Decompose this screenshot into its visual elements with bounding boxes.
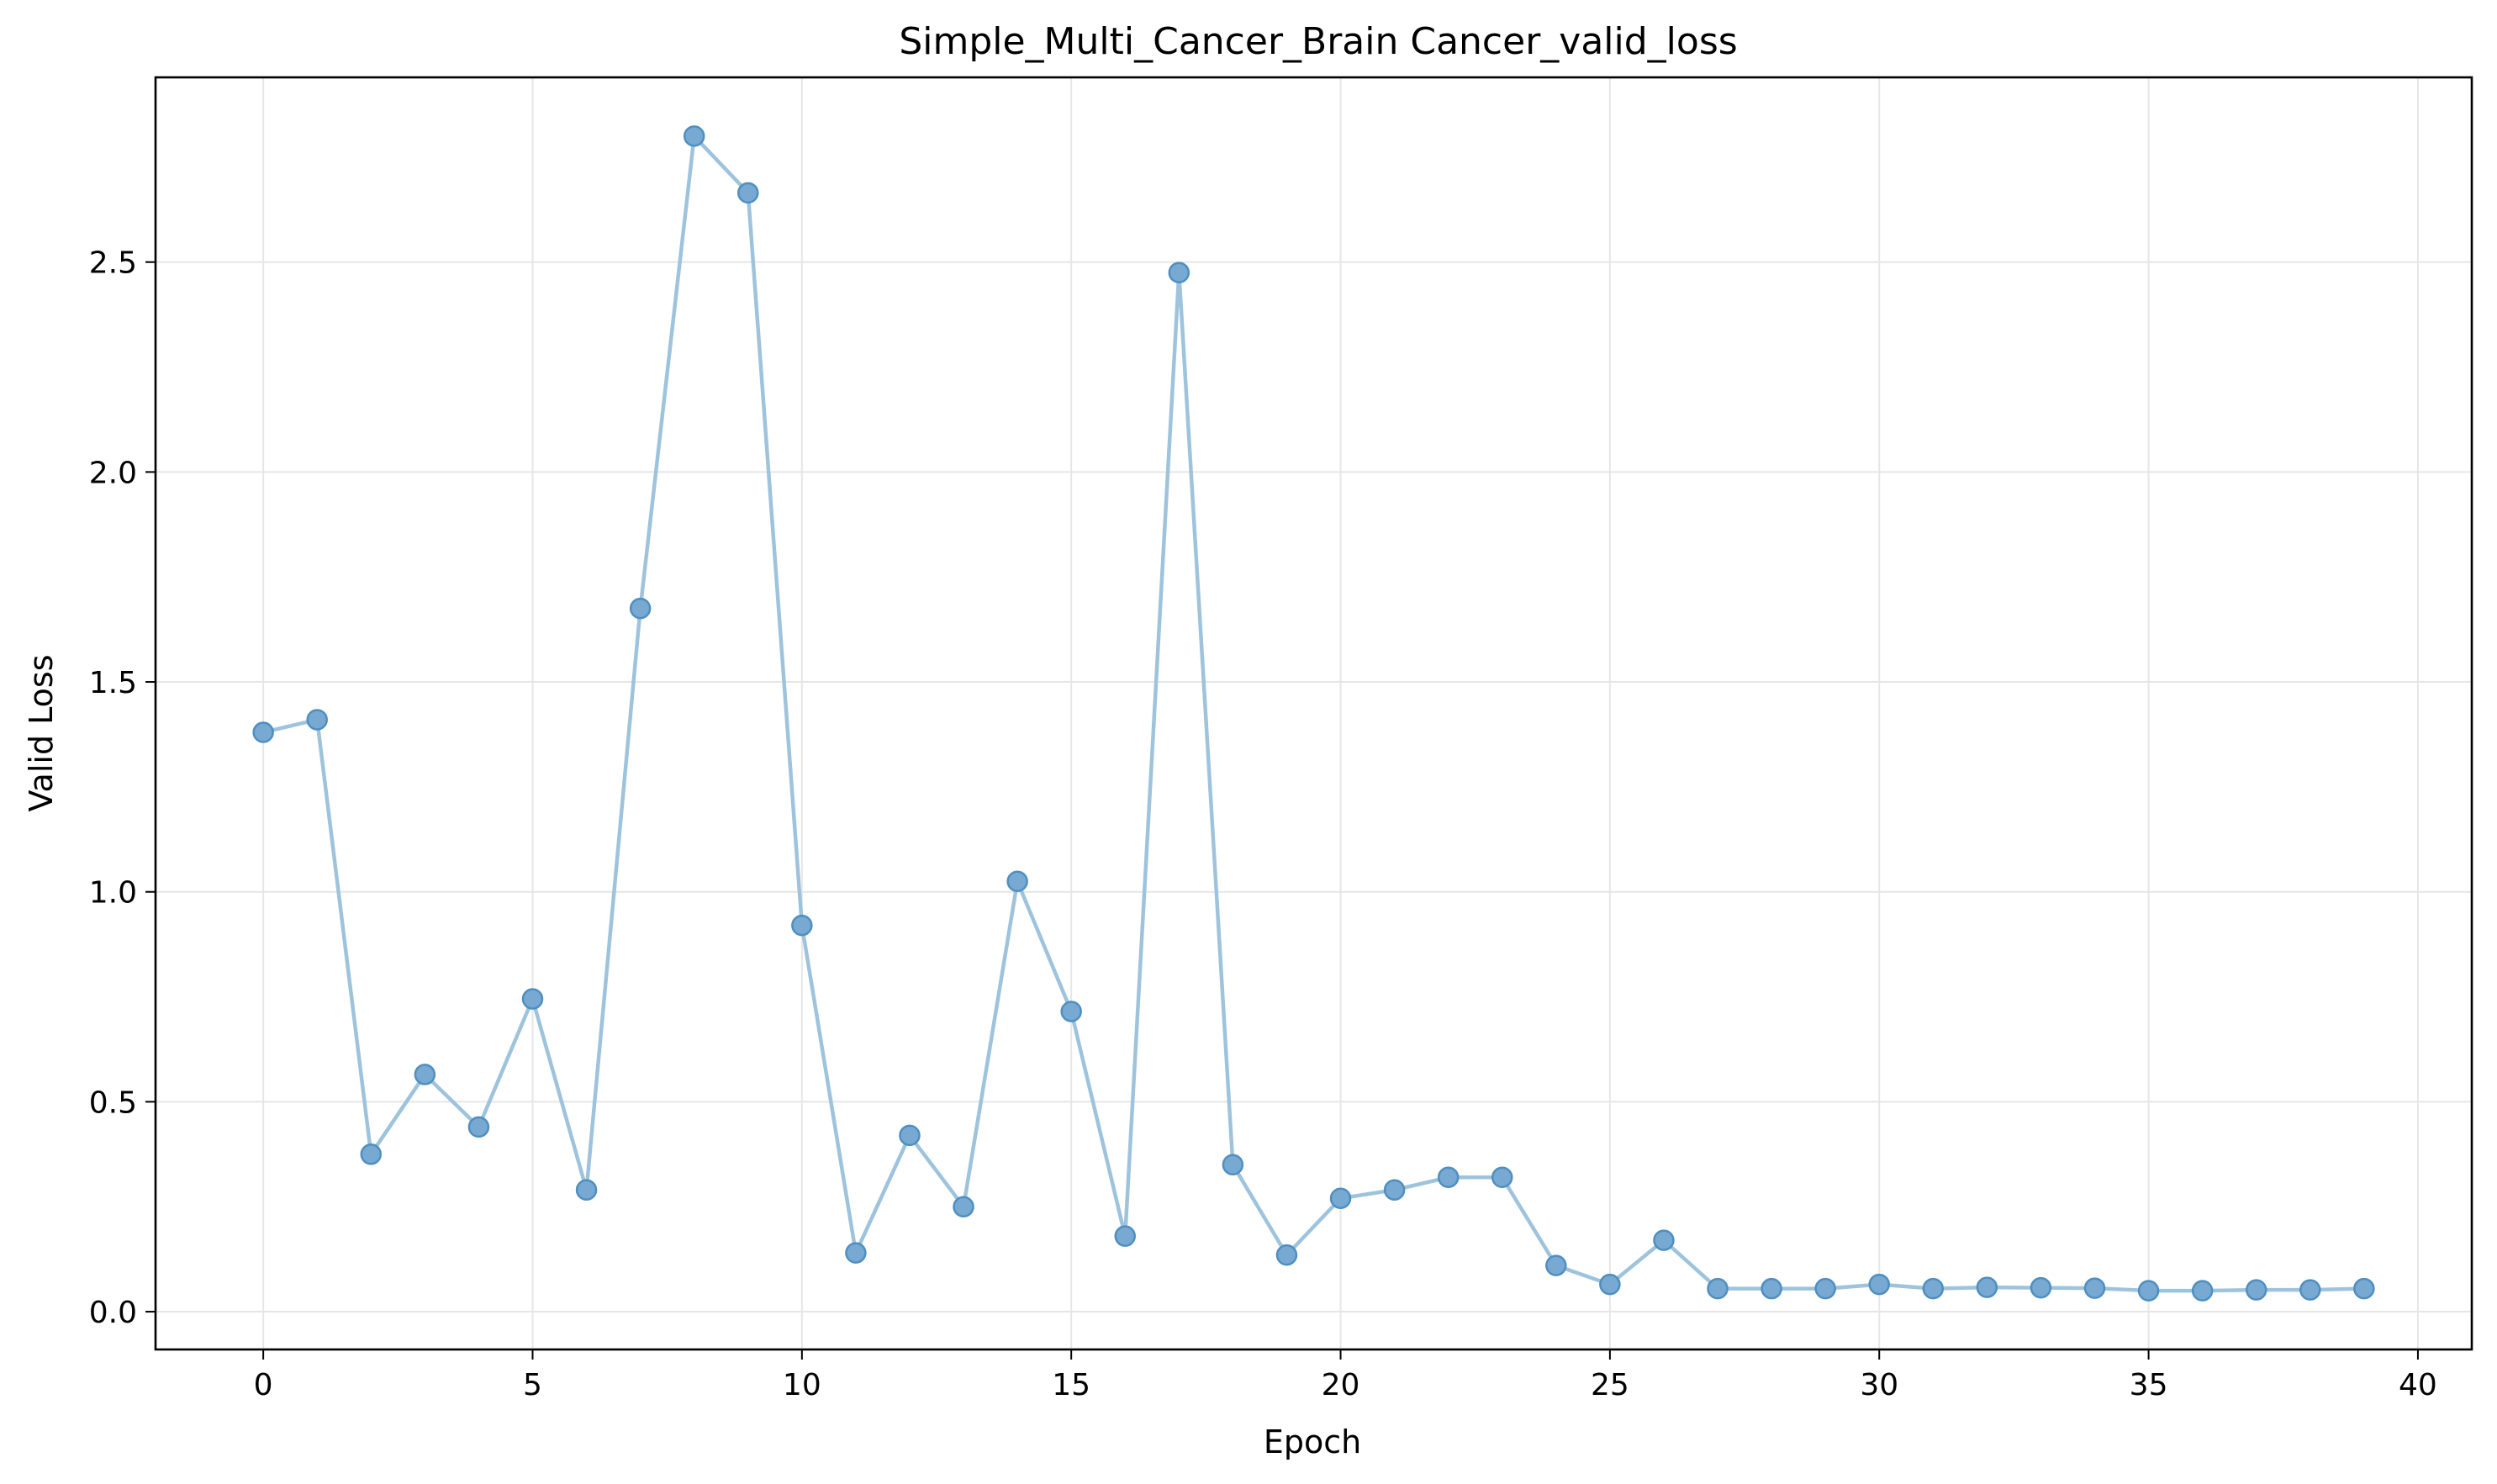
x-axis: 0 5 10 15 20 25 30 35 40 <box>254 1349 2437 1402</box>
y-tick-label: 0.0 <box>89 1296 137 1330</box>
data-point <box>1383 1179 1406 1201</box>
x-tick-label: 30 <box>1860 1368 1898 1402</box>
data-point <box>414 1064 436 1085</box>
series-line <box>261 134 2367 1293</box>
plot-frame <box>154 76 2473 1351</box>
y-axis-label: Valid Loss <box>23 655 60 812</box>
data-point <box>2083 1277 2106 1299</box>
data-point <box>252 721 274 743</box>
x-tick-label: 5 <box>523 1368 542 1402</box>
data-point <box>1761 1277 1782 1300</box>
data-point <box>1275 1244 1298 1266</box>
data-point <box>2191 1280 2214 1302</box>
x-tick-label: 40 <box>2399 1368 2437 1402</box>
data-point <box>1653 1229 1675 1251</box>
data-point <box>2353 1277 2375 1300</box>
data-point <box>1976 1276 1998 1298</box>
data-point <box>845 1242 867 1264</box>
y-tick-label: 1.5 <box>89 666 137 700</box>
data-point <box>1114 1225 1137 1247</box>
data-point <box>2030 1276 2052 1299</box>
y-tick-label: 2.0 <box>89 456 137 490</box>
data-point <box>1491 1166 1513 1189</box>
x-tick-label: 10 <box>783 1368 821 1402</box>
data-point <box>1437 1166 1460 1189</box>
data-point <box>953 1196 974 1217</box>
y-tick-label: 2.5 <box>89 246 137 281</box>
data-point <box>1599 1273 1621 1296</box>
data-point <box>899 1124 921 1147</box>
x-tick-label: 15 <box>1052 1368 1090 1402</box>
chart-title: Simple_Multi_Cancer_Brain Cancer_valid_l… <box>899 20 1737 63</box>
data-point <box>1006 870 1028 892</box>
data-point <box>2137 1280 2160 1302</box>
data-point <box>1060 1001 1082 1022</box>
grid <box>156 77 2472 1349</box>
data-point <box>791 914 813 937</box>
data-point <box>306 709 328 731</box>
data-point <box>1545 1254 1567 1276</box>
data-point <box>467 1116 490 1138</box>
data-point <box>1707 1277 1729 1300</box>
series-group <box>252 125 2375 1302</box>
data-point <box>629 597 652 620</box>
y-tick-label: 0.5 <box>89 1085 137 1120</box>
data-point <box>1922 1277 1945 1300</box>
x-tick-label: 35 <box>2130 1368 2168 1402</box>
data-point <box>2245 1279 2267 1301</box>
data-point <box>521 988 544 1010</box>
x-axis-label: Epoch <box>1264 1423 1361 1460</box>
data-point <box>1868 1273 1890 1296</box>
x-tick-label: 0 <box>254 1368 273 1402</box>
x-tick-label: 20 <box>1322 1368 1360 1402</box>
data-point <box>683 125 705 147</box>
x-tick-label: 25 <box>1591 1368 1629 1402</box>
data-point <box>575 1179 598 1201</box>
data-point <box>1814 1277 1836 1300</box>
data-point <box>2299 1279 2321 1301</box>
data-point <box>1222 1154 1244 1176</box>
data-point <box>360 1143 383 1165</box>
data-point <box>1168 261 1190 283</box>
y-axis: 0.0 0.5 1.0 1.5 2.0 2.5 <box>89 246 156 1330</box>
y-tick-label: 1.0 <box>89 876 137 911</box>
data-point <box>1329 1187 1352 1209</box>
data-point <box>737 182 759 204</box>
